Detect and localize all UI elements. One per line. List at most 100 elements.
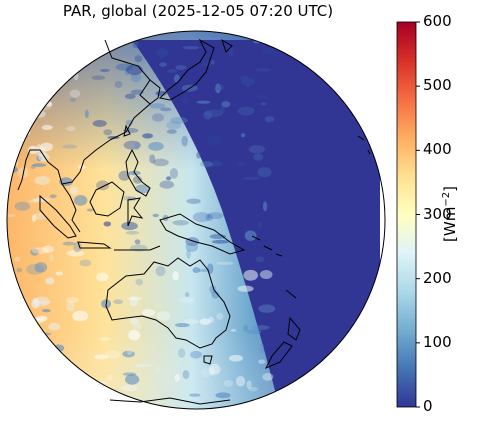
cloud-patch bbox=[69, 89, 81, 98]
cloud-patch bbox=[99, 336, 111, 341]
cloud-patch bbox=[255, 256, 265, 263]
cloud-patch bbox=[255, 68, 271, 72]
cloud-patch bbox=[45, 277, 55, 285]
cloud-patch bbox=[188, 393, 201, 397]
cloud-patch bbox=[25, 116, 32, 124]
cloud-patch bbox=[199, 318, 211, 325]
cloud-patch bbox=[246, 329, 262, 335]
cloud-patch bbox=[36, 365, 49, 375]
cloud-patch bbox=[25, 42, 38, 53]
night-region bbox=[132, 40, 380, 409]
cloud-patch bbox=[14, 256, 21, 262]
cloud-patch bbox=[248, 145, 265, 154]
cloud-patch bbox=[221, 101, 231, 108]
map-title: PAR, global (2025-12-05 07:20 UTC) bbox=[62, 2, 334, 20]
cloud-patch bbox=[126, 348, 133, 356]
cloud-patch bbox=[208, 316, 215, 323]
cloud-patch bbox=[70, 97, 77, 103]
cloud-patch bbox=[196, 100, 211, 104]
cloud-patch bbox=[172, 220, 189, 226]
cloud-patch bbox=[34, 176, 50, 185]
cloud-patch bbox=[125, 374, 140, 385]
cloud-patch bbox=[216, 312, 224, 320]
cloud-patch bbox=[92, 119, 107, 127]
cloud-patch bbox=[35, 315, 48, 322]
colorbar-tick-marks bbox=[416, 21, 420, 408]
cloud-patch bbox=[141, 309, 156, 317]
cloud-patch bbox=[120, 384, 138, 392]
colorbar-tick-label: 400 bbox=[423, 140, 452, 159]
cloud-patch bbox=[174, 374, 180, 383]
cloud-patch bbox=[185, 292, 190, 298]
cloud-patch bbox=[93, 45, 99, 55]
cloud-patch bbox=[7, 166, 18, 173]
cloud-patch bbox=[228, 354, 243, 362]
colorbar-gradient bbox=[396, 21, 417, 408]
cloud-patch bbox=[73, 195, 88, 206]
cloud-patch bbox=[215, 83, 221, 94]
cloud-patch bbox=[243, 324, 249, 332]
cloud-patch bbox=[25, 65, 42, 69]
coastline-japan bbox=[158, 38, 215, 101]
cloud-patch bbox=[230, 328, 237, 332]
cloud-patch bbox=[29, 60, 46, 66]
cloud-patch bbox=[42, 245, 54, 253]
cloud-patch bbox=[237, 285, 254, 292]
cloud-patch bbox=[135, 278, 144, 286]
cloud-patch bbox=[99, 68, 110, 72]
cloud-patch bbox=[253, 153, 264, 161]
cloud-patch bbox=[203, 110, 213, 120]
cloud-patch bbox=[156, 366, 161, 372]
cloud-patch bbox=[207, 135, 221, 146]
cloud-patch bbox=[133, 175, 143, 184]
cloud-patch bbox=[248, 386, 258, 392]
coastline-new-zealand-south bbox=[264, 341, 293, 369]
cloud-patch bbox=[37, 39, 52, 50]
cloud-patch bbox=[7, 389, 18, 395]
cloud-patch bbox=[125, 230, 140, 235]
coastline-sunda bbox=[114, 245, 161, 251]
coastline-sulawesi bbox=[127, 197, 144, 227]
cloud-patch bbox=[170, 117, 188, 124]
coastline-sumatra bbox=[39, 194, 77, 239]
cloud-patch bbox=[237, 106, 255, 116]
cloud-patch bbox=[149, 103, 166, 109]
cloud-patch bbox=[257, 222, 262, 229]
cloud-patch bbox=[142, 133, 154, 139]
cloud-patch bbox=[7, 213, 16, 217]
cloud-patch bbox=[134, 141, 140, 150]
coastline-indochina bbox=[61, 183, 81, 233]
cloud-patch bbox=[31, 298, 40, 309]
cloud-patch bbox=[244, 230, 257, 241]
cloud-patch bbox=[32, 163, 47, 167]
cloud-patch bbox=[134, 55, 143, 63]
cloud-patch bbox=[159, 62, 168, 67]
cloud-patch bbox=[262, 201, 268, 212]
cloud-patch bbox=[106, 350, 121, 360]
cloud-patch bbox=[206, 263, 214, 275]
cloud-patch bbox=[182, 46, 200, 50]
cloud-patch bbox=[216, 261, 234, 265]
cloud-patch bbox=[34, 262, 48, 273]
cloud-patch bbox=[96, 272, 109, 282]
coastline-java bbox=[77, 241, 112, 249]
cloud-patch bbox=[65, 296, 79, 304]
cloud-patch bbox=[178, 348, 186, 358]
cloud-patch bbox=[124, 93, 136, 100]
coastline-new-caledonia bbox=[285, 289, 297, 299]
cloud-patch bbox=[49, 253, 54, 262]
cloud-patch bbox=[69, 186, 79, 195]
cloud-patch bbox=[260, 342, 265, 353]
cloud-patch bbox=[28, 366, 45, 377]
cloud-patch bbox=[209, 366, 215, 376]
cloud-patch bbox=[92, 387, 108, 396]
cloud-patch bbox=[159, 107, 172, 112]
cloud-patch bbox=[47, 91, 56, 97]
cloud-patch bbox=[246, 380, 252, 390]
cloud-patch bbox=[182, 318, 200, 325]
cloud-patch bbox=[175, 65, 187, 71]
cloud-patch bbox=[130, 72, 142, 83]
cloud-patch bbox=[30, 248, 39, 256]
coastline-tasmania bbox=[203, 355, 213, 365]
cloud-patch bbox=[26, 96, 38, 102]
